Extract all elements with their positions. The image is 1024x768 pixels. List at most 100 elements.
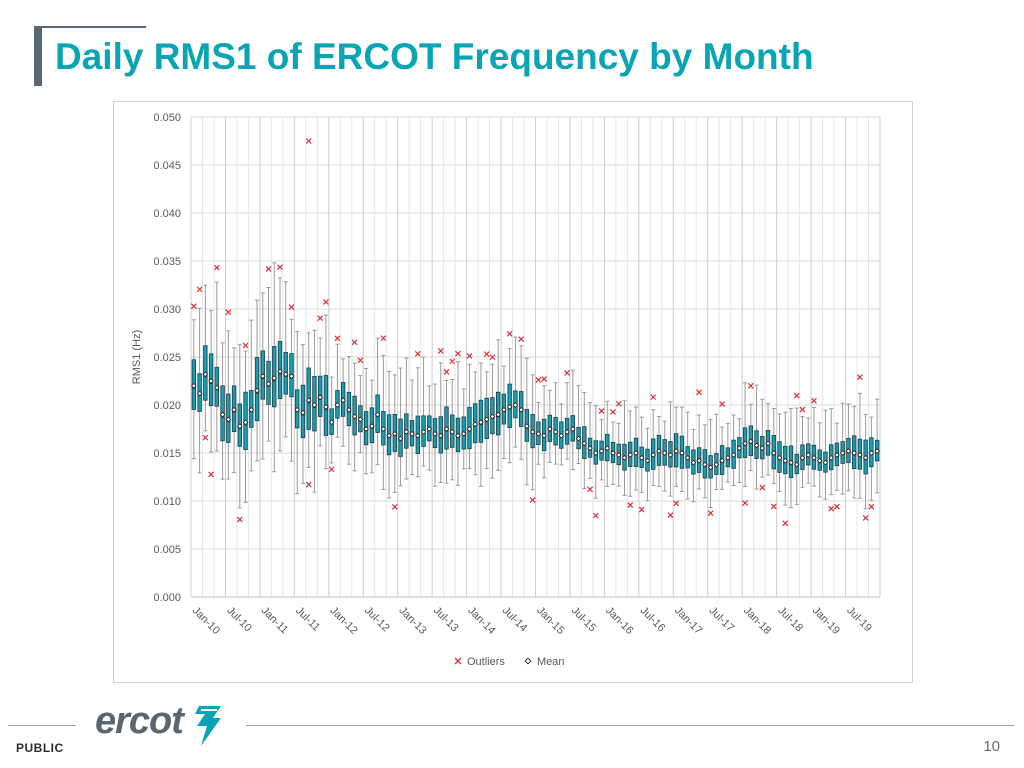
mean-marker — [707, 464, 714, 471]
mean-marker — [558, 432, 565, 439]
outlier-marker — [489, 354, 496, 361]
outlier-marker — [208, 471, 215, 478]
mean-marker — [656, 448, 662, 454]
mean-marker — [564, 429, 570, 435]
mean-marker — [547, 426, 553, 432]
mean-marker — [443, 426, 450, 432]
mean-marker — [839, 450, 846, 456]
box-month — [478, 362, 484, 487]
mean-marker — [328, 419, 335, 426]
x-tick-label: Jul-12 — [362, 605, 392, 635]
box-month — [190, 303, 197, 460]
mean-marker — [512, 402, 519, 408]
y-tick-label: 0.010 — [153, 496, 181, 508]
mean-marker — [265, 381, 272, 387]
mean-marker — [357, 416, 364, 423]
y-tick-label: 0.040 — [153, 208, 181, 220]
legend-label-mean: Mean — [537, 656, 565, 668]
mean-marker — [868, 450, 875, 456]
box-month — [696, 389, 703, 490]
y-tick-label: 0.015 — [153, 448, 181, 460]
x-tick-label: Jul-10 — [224, 605, 254, 635]
outlier-marker — [707, 510, 714, 517]
mean-marker — [403, 429, 410, 435]
box-month — [466, 353, 473, 469]
x-tick-label: Jan-17 — [672, 605, 704, 637]
mean-marker — [437, 432, 444, 439]
box-month — [518, 336, 525, 460]
mean-marker — [845, 448, 852, 454]
box-month — [300, 344, 306, 484]
outlier-marker — [265, 266, 272, 272]
box-month — [328, 376, 335, 473]
legend: Outliers Mean — [454, 656, 565, 668]
mean-marker — [259, 373, 266, 380]
mean-marker — [449, 429, 456, 435]
mean-marker — [667, 452, 674, 458]
lightning-bolt-icon — [195, 706, 221, 746]
outlier-marker — [811, 397, 817, 404]
x-tick-label: Jul-16 — [638, 605, 668, 635]
mean-marker — [719, 457, 725, 464]
mean-marker — [828, 454, 835, 461]
box-month — [782, 411, 789, 527]
box-month — [799, 406, 806, 488]
mean-marker — [305, 397, 312, 404]
outlier-marker — [305, 481, 312, 488]
box-month — [213, 264, 220, 452]
mean-marker — [759, 445, 766, 452]
outlier-marker — [650, 394, 657, 401]
mean-marker — [552, 429, 559, 435]
mean-marker — [392, 430, 398, 437]
outlier-marker — [518, 336, 525, 343]
y-tick-label: 0.045 — [153, 160, 181, 172]
x-tick-label: Jul-11 — [293, 605, 322, 634]
mean-marker — [816, 457, 823, 464]
box-month — [587, 402, 593, 493]
footer-divider-right — [246, 725, 1014, 726]
box-month — [386, 370, 392, 499]
box-month — [702, 424, 708, 499]
box-month — [460, 388, 467, 470]
box-month — [369, 379, 375, 474]
outlier-marker — [828, 505, 835, 512]
y-tick-label: 0.035 — [153, 256, 181, 268]
box-month — [495, 339, 502, 471]
x-tick-label: Jul-13 — [431, 605, 461, 635]
mean-marker — [524, 423, 530, 429]
box-month — [506, 330, 513, 464]
mean-marker — [782, 457, 789, 464]
outlier-marker — [391, 503, 398, 510]
public-label: PUBLIC — [16, 741, 64, 755]
box-month — [288, 304, 295, 462]
box-month — [868, 416, 875, 510]
mean-marker — [460, 430, 467, 437]
box-month — [259, 292, 266, 460]
box-month — [862, 414, 869, 521]
box-month — [449, 358, 456, 481]
outlier-marker — [334, 335, 341, 342]
mean-marker — [770, 450, 777, 456]
box-month — [455, 350, 461, 486]
box-month — [667, 401, 674, 519]
outlier-marker — [834, 503, 840, 510]
box-month — [742, 382, 748, 506]
box-month — [770, 407, 777, 510]
mean-marker — [684, 454, 691, 461]
legend-label-outliers: Outliers — [467, 656, 505, 668]
box-month — [805, 417, 812, 484]
outlier-marker — [225, 309, 232, 316]
box-month — [248, 319, 255, 472]
mean-marker — [363, 426, 369, 432]
mean-marker — [811, 454, 817, 461]
x-tick-label: Jul-18 — [775, 605, 805, 635]
box-month — [231, 347, 237, 474]
box-month — [650, 394, 657, 487]
outlier-marker — [455, 350, 461, 357]
page-number: 10 — [983, 738, 1000, 755]
y-tick-label: 0.005 — [153, 544, 181, 556]
mean-marker — [633, 450, 639, 456]
outlier-marker — [696, 389, 703, 396]
box-month — [788, 407, 794, 509]
x-tick-label: Jan-12 — [328, 605, 360, 637]
